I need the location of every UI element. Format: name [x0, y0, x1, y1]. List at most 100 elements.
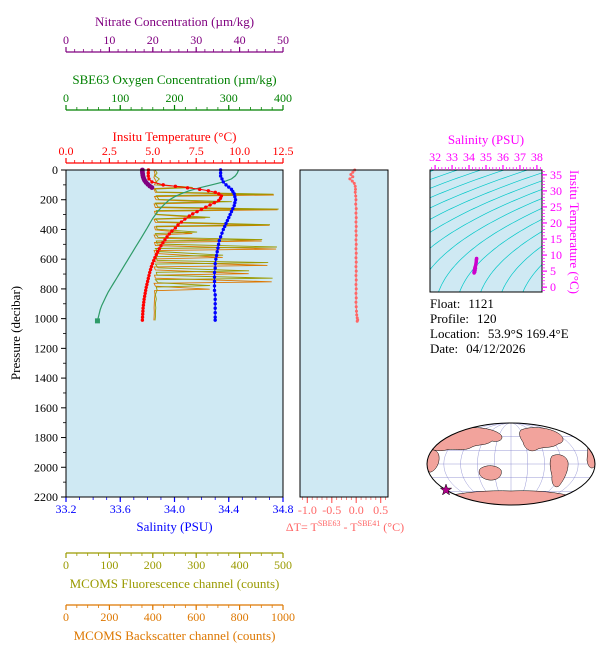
svg-text:-1.0: -1.0 [298, 503, 317, 517]
svg-text:0: 0 [63, 610, 69, 624]
date-line: Date: 04/12/2026 [430, 341, 569, 356]
svg-text:34: 34 [463, 150, 475, 164]
svg-text:0.0: 0.0 [59, 144, 74, 158]
svg-text:200: 200 [100, 610, 118, 624]
delta-t-label-pre: ΔT= T [285, 520, 318, 534]
svg-text:400: 400 [231, 558, 249, 572]
land-south-america [549, 454, 569, 488]
svg-text:1200: 1200 [34, 341, 58, 355]
svg-text:10: 10 [550, 248, 562, 262]
ts-diagram: 32 33 34 35 36 37 38 0 5 10 15 20 25 30 35 [429, 150, 562, 294]
svg-text:33: 33 [446, 150, 458, 164]
location-line: Location: 53.9°S 169.4°E [430, 326, 569, 341]
svg-text:200: 200 [166, 91, 184, 105]
oxygen-axis-title: SBE63 Oxygen Concentration (µm/kg) [72, 72, 277, 87]
svg-text:10.0: 10.0 [229, 144, 250, 158]
svg-text:400: 400 [40, 222, 58, 236]
svg-text:300: 300 [220, 91, 238, 105]
svg-text:5: 5 [550, 264, 556, 278]
svg-text:1800: 1800 [34, 431, 58, 445]
svg-text:34.4: 34.4 [218, 502, 239, 516]
profile-plot: 0200400600800100012001400160018002000220… [34, 33, 295, 624]
svg-text:600: 600 [40, 252, 58, 266]
svg-text:800: 800 [40, 282, 58, 296]
float-id-line: Float: 1121 [430, 296, 569, 311]
svg-text:5.0: 5.0 [145, 144, 160, 158]
svg-text:10: 10 [103, 33, 115, 47]
location-value: 53.9°S 169.4°E [487, 326, 569, 341]
svg-text:12.5: 12.5 [273, 144, 294, 158]
svg-text:1000: 1000 [34, 312, 58, 326]
world-map [426, 422, 596, 506]
pressure-axis-title: Pressure (decibar) [8, 285, 23, 381]
svg-text:37: 37 [514, 150, 526, 164]
svg-text:400: 400 [144, 610, 162, 624]
svg-text:300: 300 [187, 558, 205, 572]
svg-text:0: 0 [550, 280, 556, 294]
svg-text:7.5: 7.5 [189, 144, 204, 158]
svg-text:100: 100 [100, 558, 118, 572]
date-label: Date: [430, 341, 459, 356]
svg-text:30: 30 [550, 184, 562, 198]
ts-temperature-axis-title: Insitu Temperature (°C) [567, 170, 582, 294]
svg-text:1600: 1600 [34, 401, 58, 415]
svg-text:600: 600 [187, 610, 205, 624]
svg-text:0: 0 [63, 91, 69, 105]
svg-text:40: 40 [234, 33, 246, 47]
ts-salinity-axis-title: Salinity (PSU) [447, 132, 525, 147]
svg-text:0: 0 [63, 33, 69, 47]
float-location-star [439, 483, 453, 496]
svg-text:36: 36 [497, 150, 509, 164]
svg-text:1000: 1000 [271, 610, 295, 624]
float-label: Float: [430, 296, 461, 311]
svg-text:33.2: 33.2 [56, 502, 77, 516]
svg-text:35: 35 [550, 168, 562, 182]
profile-value: 120 [477, 311, 497, 326]
land-greenland [565, 425, 582, 434]
svg-text:200: 200 [144, 558, 162, 572]
map-border [426, 422, 596, 506]
svg-text:34.0: 34.0 [164, 502, 185, 516]
float-value: 1121 [468, 296, 494, 311]
delta-t-label-sup2: SBE41 [357, 519, 381, 528]
salinity-axis-title: Salinity (PSU) [136, 519, 213, 534]
svg-text:33.6: 33.6 [110, 502, 131, 516]
land-north-america [519, 427, 564, 452]
svg-text:0: 0 [63, 558, 69, 572]
svg-text:30: 30 [190, 33, 202, 47]
svg-text:1400: 1400 [34, 371, 58, 385]
delta-t-label-sup1: SBE63 [317, 519, 341, 528]
svg-text:200: 200 [40, 193, 58, 207]
fluorescence-axis-title: MCOMS Fluorescence channel (counts) [69, 576, 280, 591]
svg-text:-0.5: -0.5 [322, 503, 341, 517]
svg-text:35: 35 [480, 150, 492, 164]
delta-t-label-mid: - T [340, 520, 358, 534]
svg-text:38: 38 [531, 150, 543, 164]
svg-text:800: 800 [231, 610, 249, 624]
nitrate-axis-title: Nitrate Concentration (µm/kg) [94, 14, 255, 29]
land-australia [478, 465, 502, 481]
svg-text:400: 400 [274, 91, 292, 105]
svg-text:50: 50 [277, 33, 289, 47]
temperature-axis-title: Insitu Temperature (°C) [112, 129, 237, 144]
float-info: Float: 1121 Profile: 120 Location: 53.9°S 1… [430, 296, 569, 356]
date-value: 04/12/2026 [466, 341, 526, 356]
backscatter-axis-title: MCOMS Backscatter channel (counts) [73, 628, 276, 643]
svg-text:500: 500 [274, 558, 292, 572]
profile-label: Profile: [430, 311, 469, 326]
svg-text:100: 100 [111, 91, 129, 105]
svg-text:25: 25 [550, 200, 562, 214]
delta-t-axis-title: ΔT= TSBE63 - TSBE41 (°C) [270, 519, 420, 535]
delta-t-plot: -1.0 -0.5 0.0 0.5 [298, 168, 389, 517]
svg-text:2.5: 2.5 [102, 144, 117, 158]
svg-text:0.0: 0.0 [349, 503, 364, 517]
svg-text:20: 20 [550, 216, 562, 230]
svg-text:0.5: 0.5 [373, 503, 388, 517]
svg-text:15: 15 [550, 232, 562, 246]
location-label: Location: [430, 326, 480, 341]
svg-text:0: 0 [52, 163, 58, 177]
svg-text:34.8: 34.8 [273, 502, 294, 516]
profile-line: Profile: 120 [430, 311, 569, 326]
